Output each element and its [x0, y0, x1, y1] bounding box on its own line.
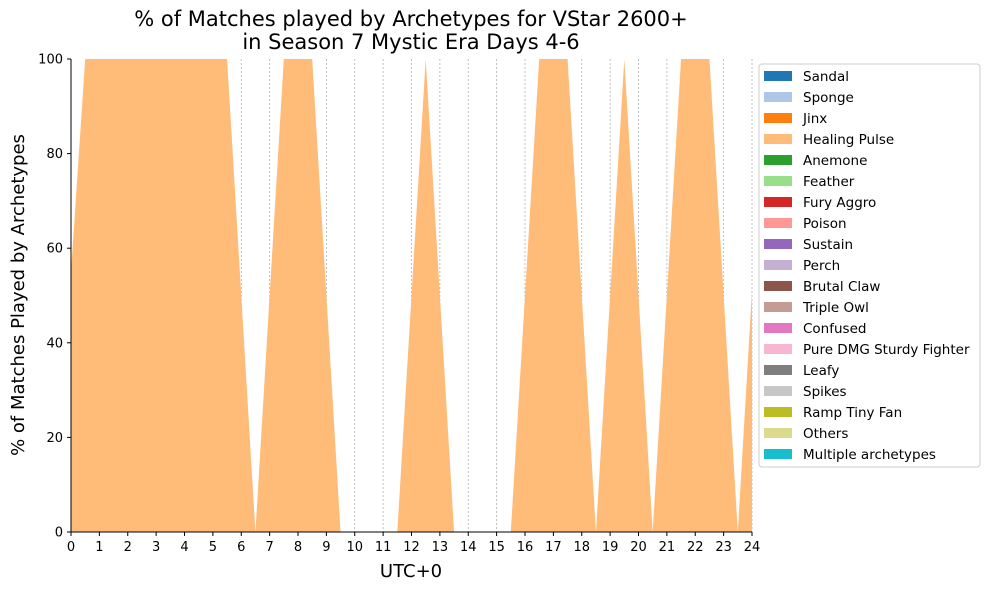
legend-item-healing-pulse: Healing Pulse	[764, 132, 894, 148]
legend-label-brutal-claw: Brutal Claw	[803, 279, 880, 295]
legend-frame	[758, 63, 981, 468]
x-axis-label: UTC+0	[380, 561, 442, 582]
y-axis-label: % of Matches Played by Archetypes	[8, 134, 29, 456]
x-tick-label-1: 1	[95, 540, 103, 555]
legend-item-spikes: Spikes	[764, 384, 847, 400]
legend-label-confused: Confused	[803, 321, 866, 337]
legend: Sandal Sponge Jinx Healing Pulse Anemone Feat…	[758, 63, 981, 468]
legend-swatch-spikes	[764, 386, 792, 396]
x-tick-label-20: 20	[630, 540, 647, 555]
legend-label-sandal: Sandal	[803, 69, 849, 85]
x-tick-label-2: 2	[124, 540, 132, 555]
x-tick-label-23: 23	[715, 540, 732, 555]
x-tick-label-8: 8	[294, 540, 302, 555]
legend-item-triple-owl: Triple Owl	[764, 300, 869, 316]
legend-item-anemone: Anemone	[764, 153, 867, 169]
y-tick-label-40: 40	[46, 336, 63, 351]
x-tick-label-21: 21	[659, 540, 676, 555]
legend-item-brutal-claw: Brutal Claw	[764, 279, 880, 295]
legend-item-fury-aggro: Fury Aggro	[764, 195, 876, 211]
legend-item-confused: Confused	[764, 321, 866, 337]
legend-label-perch: Perch	[803, 258, 840, 274]
legend-item-sponge: Sponge	[764, 90, 854, 106]
x-tick-label-19: 19	[602, 540, 619, 555]
x-tick-label-16: 16	[517, 540, 534, 555]
x-tick-label-12: 12	[403, 540, 420, 555]
legend-label-others: Others	[803, 426, 848, 442]
legend-label-sponge: Sponge	[803, 90, 854, 106]
x-axis-ticks: 0 1 2 3 4 5 6 7 8 9 10 11 12 13 14 15 16 17 18 19 20 21 22 23 24	[67, 532, 760, 555]
legend-swatch-triple-owl	[764, 302, 792, 312]
x-tick-label-7: 7	[265, 540, 273, 555]
legend-label-spikes: Spikes	[803, 384, 847, 400]
x-tick-label-10: 10	[346, 540, 363, 555]
legend-label-healing-pulse: Healing Pulse	[803, 132, 894, 148]
legend-swatch-sandal	[764, 71, 792, 81]
y-tick-label-80: 80	[46, 147, 63, 162]
x-tick-label-22: 22	[687, 540, 704, 555]
legend-item-feather: Feather	[764, 174, 855, 190]
legend-label-poison: Poison	[803, 216, 847, 232]
x-tick-label-13: 13	[432, 540, 449, 555]
legend-swatch-pure-dmg-sturdy-fighter	[764, 344, 792, 354]
legend-swatch-feather	[764, 176, 792, 186]
legend-swatch-sustain	[764, 239, 792, 249]
legend-item-ramp-tiny-fan: Ramp Tiny Fan	[764, 405, 902, 421]
chart-title-line-1: % of Matches played by Archetypes for VS…	[134, 7, 688, 31]
legend-label-sustain: Sustain	[803, 237, 853, 253]
x-tick-label-15: 15	[488, 540, 505, 555]
legend-item-perch: Perch	[764, 258, 840, 274]
legend-swatch-sponge	[764, 92, 792, 102]
x-tick-label-18: 18	[573, 540, 590, 555]
legend-label-feather: Feather	[803, 174, 855, 190]
legend-label-leafy: Leafy	[803, 363, 839, 379]
legend-swatch-brutal-claw	[764, 281, 792, 291]
legend-label-multiple-archetypes: Multiple archetypes	[803, 447, 936, 463]
legend-swatch-perch	[764, 260, 792, 270]
legend-label-ramp-tiny-fan: Ramp Tiny Fan	[803, 405, 902, 421]
legend-swatch-multiple-archetypes	[764, 449, 792, 459]
legend-label-anemone: Anemone	[803, 153, 867, 169]
x-tick-label-17: 17	[545, 540, 562, 555]
legend-item-leafy: Leafy	[764, 363, 839, 379]
legend-item-pure-dmg-sturdy-fighter: Pure DMG Sturdy Fighter	[764, 342, 970, 358]
x-tick-label-6: 6	[237, 540, 245, 555]
y-tick-label-20: 20	[46, 431, 63, 446]
x-tick-label-9: 9	[322, 540, 330, 555]
x-tick-label-14: 14	[460, 540, 477, 555]
x-tick-label-24: 24	[744, 540, 761, 555]
legend-label-jinx: Jinx	[802, 111, 827, 127]
legend-item-others: Others	[764, 426, 848, 442]
legend-swatch-leafy	[764, 365, 792, 375]
x-tick-label-0: 0	[67, 540, 75, 555]
y-axis-ticks: 0 20 40 60 80 100	[38, 53, 71, 541]
legend-label-pure-dmg-sturdy-fighter: Pure DMG Sturdy Fighter	[803, 342, 970, 358]
x-tick-label-4: 4	[180, 540, 188, 555]
legend-item-multiple-archetypes: Multiple archetypes	[764, 447, 936, 463]
x-tick-label-3: 3	[152, 540, 160, 555]
legend-label-fury-aggro: Fury Aggro	[803, 195, 876, 211]
legend-swatch-ramp-tiny-fan	[764, 407, 792, 417]
legend-item-jinx: Jinx	[764, 111, 827, 127]
area-series	[71, 59, 752, 532]
x-tick-label-5: 5	[209, 540, 217, 555]
legend-item-sustain: Sustain	[764, 237, 853, 253]
area-healing-pulse	[71, 59, 752, 532]
y-tick-label-60: 60	[46, 242, 63, 257]
legend-swatch-jinx	[764, 113, 792, 123]
legend-swatch-poison	[764, 218, 792, 228]
legend-swatch-others	[764, 428, 792, 438]
legend-swatch-fury-aggro	[764, 197, 792, 207]
legend-swatch-anemone	[764, 155, 792, 165]
legend-swatch-confused	[764, 323, 792, 333]
legend-label-triple-owl: Triple Owl	[802, 300, 869, 316]
legend-swatch-healing-pulse	[764, 134, 792, 144]
y-tick-label-100: 100	[38, 53, 63, 68]
chart-title-line-2: in Season 7 Mystic Era Days 4-6	[242, 30, 579, 54]
x-tick-label-11: 11	[375, 540, 392, 555]
legend-item-poison: Poison	[764, 216, 847, 232]
legend-item-sandal: Sandal	[764, 69, 849, 85]
y-tick-label-0: 0	[55, 526, 63, 541]
